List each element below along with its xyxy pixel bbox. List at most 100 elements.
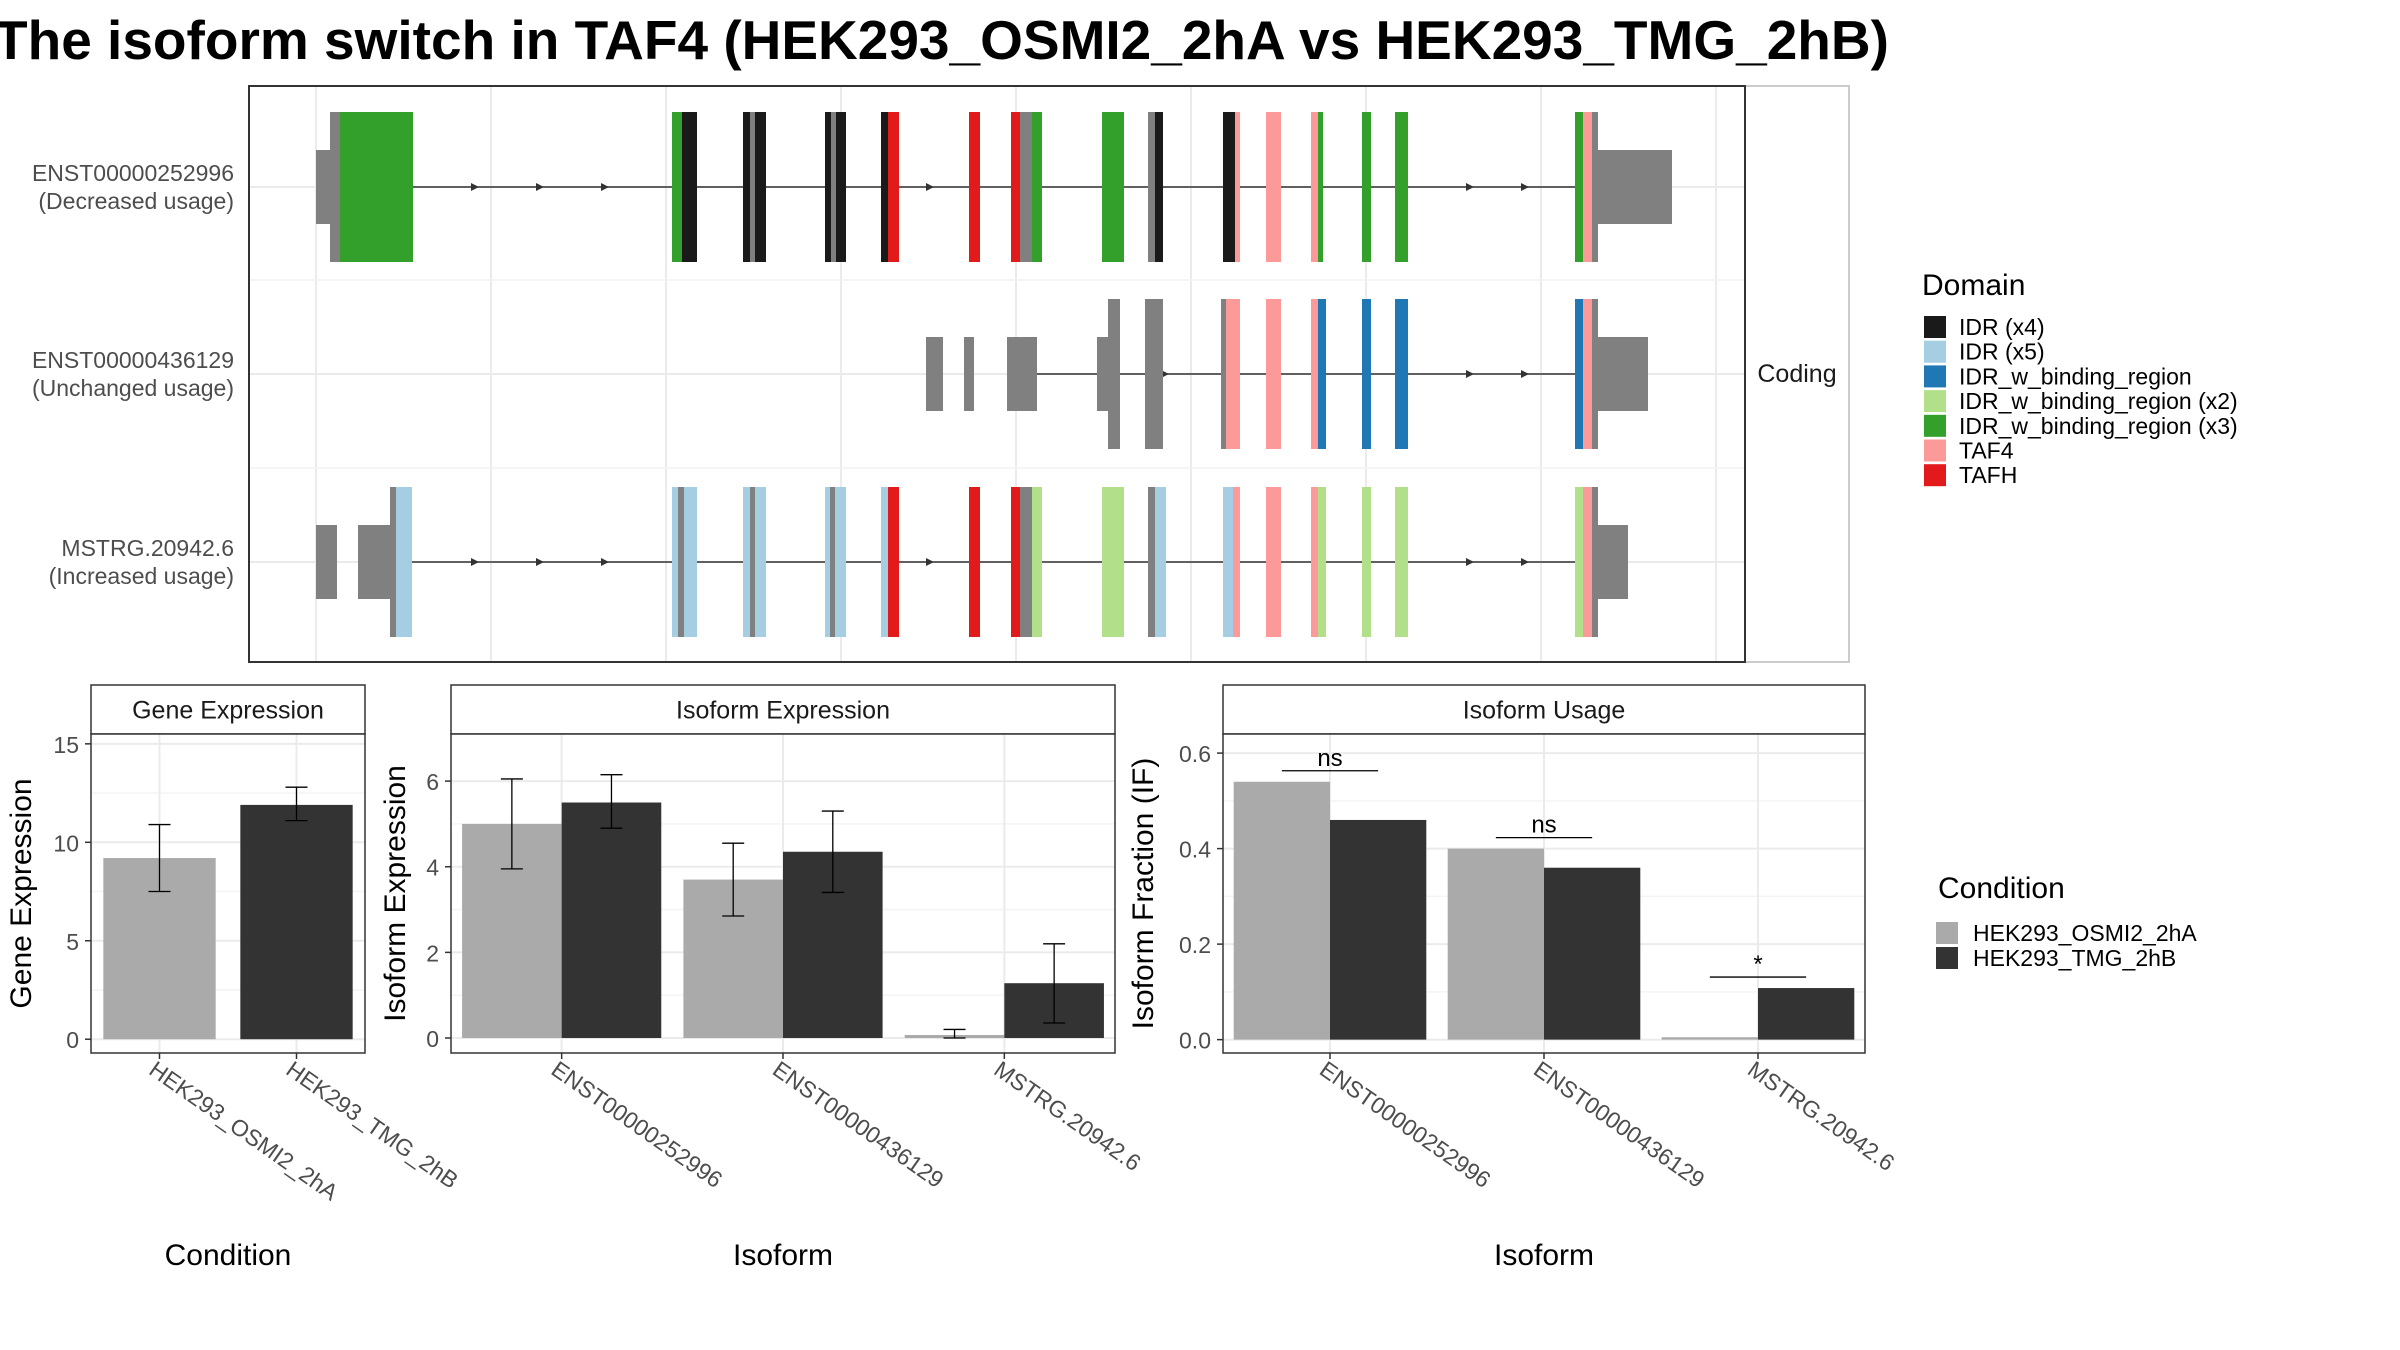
exon-block bbox=[969, 112, 980, 262]
exon-block bbox=[830, 487, 835, 637]
exon-block bbox=[1575, 487, 1583, 637]
y-axis-title: Isoform Expression bbox=[379, 765, 412, 1022]
exon-block bbox=[750, 112, 755, 262]
intron-arrow bbox=[471, 183, 479, 191]
exon-block bbox=[684, 487, 697, 637]
exon-block bbox=[330, 112, 340, 262]
exon-block bbox=[1575, 299, 1583, 449]
exon-block bbox=[835, 487, 846, 637]
intron-arrow bbox=[536, 183, 544, 191]
exon-block bbox=[1148, 112, 1155, 262]
figure-title: The isoform switch in TAF4 (HEK293_OSMI2… bbox=[0, 9, 1889, 71]
y-axis-title: Isoform Fraction (IF) bbox=[1127, 758, 1160, 1030]
exon-block bbox=[1155, 112, 1163, 262]
significance-label: * bbox=[1753, 951, 1762, 978]
exon-block bbox=[672, 112, 682, 262]
x-axis-title: Condition bbox=[165, 1239, 292, 1272]
intron-arrow bbox=[1521, 183, 1529, 191]
exon-block bbox=[1395, 487, 1408, 637]
transcript-usage-label: (Increased usage) bbox=[49, 563, 234, 589]
exon-block bbox=[836, 112, 846, 262]
panel-strip bbox=[90, 684, 366, 735]
y-tick-label: 0 bbox=[426, 1026, 439, 1052]
exon-block bbox=[755, 112, 766, 262]
bar bbox=[1544, 867, 1641, 1040]
y-tick-label: 5 bbox=[66, 929, 79, 955]
exon-block bbox=[926, 337, 943, 411]
bar bbox=[561, 802, 662, 1039]
exon-block bbox=[1011, 487, 1020, 637]
exon-block bbox=[831, 112, 836, 262]
y-axis-title: Gene Expression bbox=[5, 778, 38, 1008]
exon-block bbox=[750, 487, 755, 637]
intron-arrow bbox=[601, 183, 609, 191]
transcript-id-label: ENST00000252996 bbox=[32, 160, 234, 186]
y-tick-label: 0.4 bbox=[1179, 837, 1211, 863]
exon-block bbox=[1226, 299, 1240, 449]
condition-legend-title: Condition bbox=[1938, 872, 2065, 905]
exon-block bbox=[964, 337, 974, 411]
y-tick-label: 0 bbox=[66, 1027, 79, 1053]
intron-arrow bbox=[1466, 370, 1474, 378]
exon-block bbox=[1318, 487, 1326, 637]
exon-block bbox=[1598, 525, 1628, 599]
exon-block bbox=[1266, 487, 1281, 637]
panel-strip bbox=[1222, 684, 1866, 735]
domain-legend-label: IDR_w_binding_region bbox=[1959, 363, 2192, 389]
exon-block bbox=[1395, 299, 1408, 449]
exon-block bbox=[1362, 112, 1371, 262]
exon-block bbox=[1583, 487, 1592, 637]
panel-strip bbox=[450, 684, 1116, 735]
exon-block bbox=[1108, 299, 1120, 449]
intron-arrow bbox=[926, 558, 934, 566]
intron-arrow bbox=[1466, 183, 1474, 191]
exon-block bbox=[1032, 487, 1042, 637]
exon-block bbox=[1020, 487, 1032, 637]
exon-block bbox=[1362, 299, 1371, 449]
exon-block bbox=[1097, 337, 1108, 411]
exon-block bbox=[316, 525, 337, 599]
panel-strip-title: Gene Expression bbox=[132, 697, 324, 725]
exon-block bbox=[682, 112, 697, 262]
exon-block bbox=[743, 112, 750, 262]
exon-block bbox=[1592, 487, 1598, 637]
y-tick-label: 0.6 bbox=[1179, 741, 1211, 767]
exon-block bbox=[1311, 112, 1318, 262]
exon-block bbox=[390, 487, 396, 637]
transcript-id-label: ENST00000436129 bbox=[32, 347, 234, 373]
exon-block bbox=[1311, 299, 1318, 449]
domain-legend-key bbox=[1924, 464, 1946, 487]
x-tick-label: ENST00000252996 bbox=[1315, 1056, 1495, 1193]
exon-block bbox=[1235, 112, 1240, 262]
exon-block bbox=[1598, 150, 1672, 224]
exon-block bbox=[1583, 299, 1592, 449]
x-tick-label: ENST00000436129 bbox=[768, 1056, 948, 1193]
y-tick-label: 0.2 bbox=[1179, 932, 1211, 958]
exon-block bbox=[1362, 487, 1371, 637]
exon-block bbox=[396, 487, 412, 637]
intron-arrow bbox=[471, 558, 479, 566]
bar bbox=[1233, 781, 1330, 1040]
exon-block bbox=[1592, 112, 1598, 262]
intron-arrow bbox=[1521, 370, 1529, 378]
exon-block bbox=[672, 487, 678, 637]
transcript-panel-border bbox=[248, 85, 1746, 663]
y-tick-label: 4 bbox=[426, 855, 439, 881]
exon-block bbox=[678, 487, 684, 637]
exon-block bbox=[1020, 112, 1032, 262]
exon-block bbox=[825, 487, 830, 637]
exon-block bbox=[1318, 112, 1323, 262]
intron-arrow bbox=[536, 558, 544, 566]
exon-block bbox=[1223, 487, 1233, 637]
exon-block bbox=[1318, 299, 1326, 449]
condition-legend-key bbox=[1936, 922, 1958, 944]
intron-arrow bbox=[1466, 558, 1474, 566]
significance-label: ns bbox=[1531, 812, 1556, 839]
y-tick-label: 15 bbox=[53, 732, 79, 758]
panel-strip-title: Isoform Expression bbox=[676, 697, 890, 725]
exon-block bbox=[825, 112, 831, 262]
domain-legend-key bbox=[1924, 365, 1946, 388]
exon-block bbox=[1311, 487, 1318, 637]
domain-legend-title: Domain bbox=[1922, 269, 2025, 302]
exon-block bbox=[881, 487, 888, 637]
